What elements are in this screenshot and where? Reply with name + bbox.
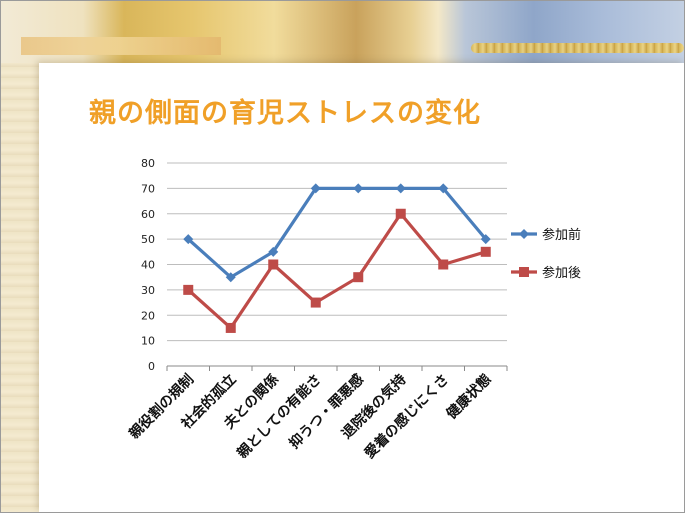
y-tick-label: 0: [148, 360, 155, 373]
x-category-label: 抑うつ・罪悪感: [286, 371, 367, 452]
y-tick-label: 20: [141, 309, 155, 322]
series-line: [187, 212, 487, 330]
data-point-marker: [480, 246, 491, 257]
data-point-marker: [268, 246, 279, 257]
series-line: [187, 186, 487, 279]
legend-marker: [519, 267, 529, 277]
data-point-marker: [225, 322, 236, 333]
data-point-marker: [395, 208, 406, 219]
legend-label: 参加後: [542, 265, 581, 281]
data-point-marker: [225, 272, 236, 283]
data-point-marker: [310, 297, 321, 308]
y-tick-label: 60: [141, 208, 155, 221]
data-point-marker: [353, 272, 364, 283]
data-point-marker: [438, 183, 449, 194]
gold-wave-decor: [471, 43, 684, 53]
data-point-marker: [310, 183, 321, 194]
slide-title: 親の側面の育児ストレスの変化: [89, 98, 481, 129]
data-point-marker: [183, 284, 194, 295]
data-point-marker: [438, 259, 449, 270]
content-panel: [39, 63, 684, 512]
x-category-label: 健康状態: [443, 371, 495, 423]
data-point-marker: [353, 183, 364, 194]
x-category-label: 親役割の規制: [126, 371, 197, 442]
y-tick-label: 10: [141, 335, 155, 348]
legend-label: 参加前: [542, 227, 581, 243]
y-tick-label: 70: [141, 182, 155, 195]
y-tick-label: 80: [141, 157, 155, 170]
data-point-marker: [480, 234, 491, 245]
left-decor-band: [1, 1, 39, 512]
data-point-marker: [268, 259, 279, 270]
legend-marker: [519, 229, 529, 239]
y-tick-label: 50: [141, 233, 155, 246]
data-point-marker: [395, 183, 406, 194]
y-tick-label: 40: [141, 259, 155, 272]
y-tick-label: 30: [141, 284, 155, 297]
data-point-marker: [183, 234, 194, 245]
banner-stripe: [21, 37, 221, 55]
